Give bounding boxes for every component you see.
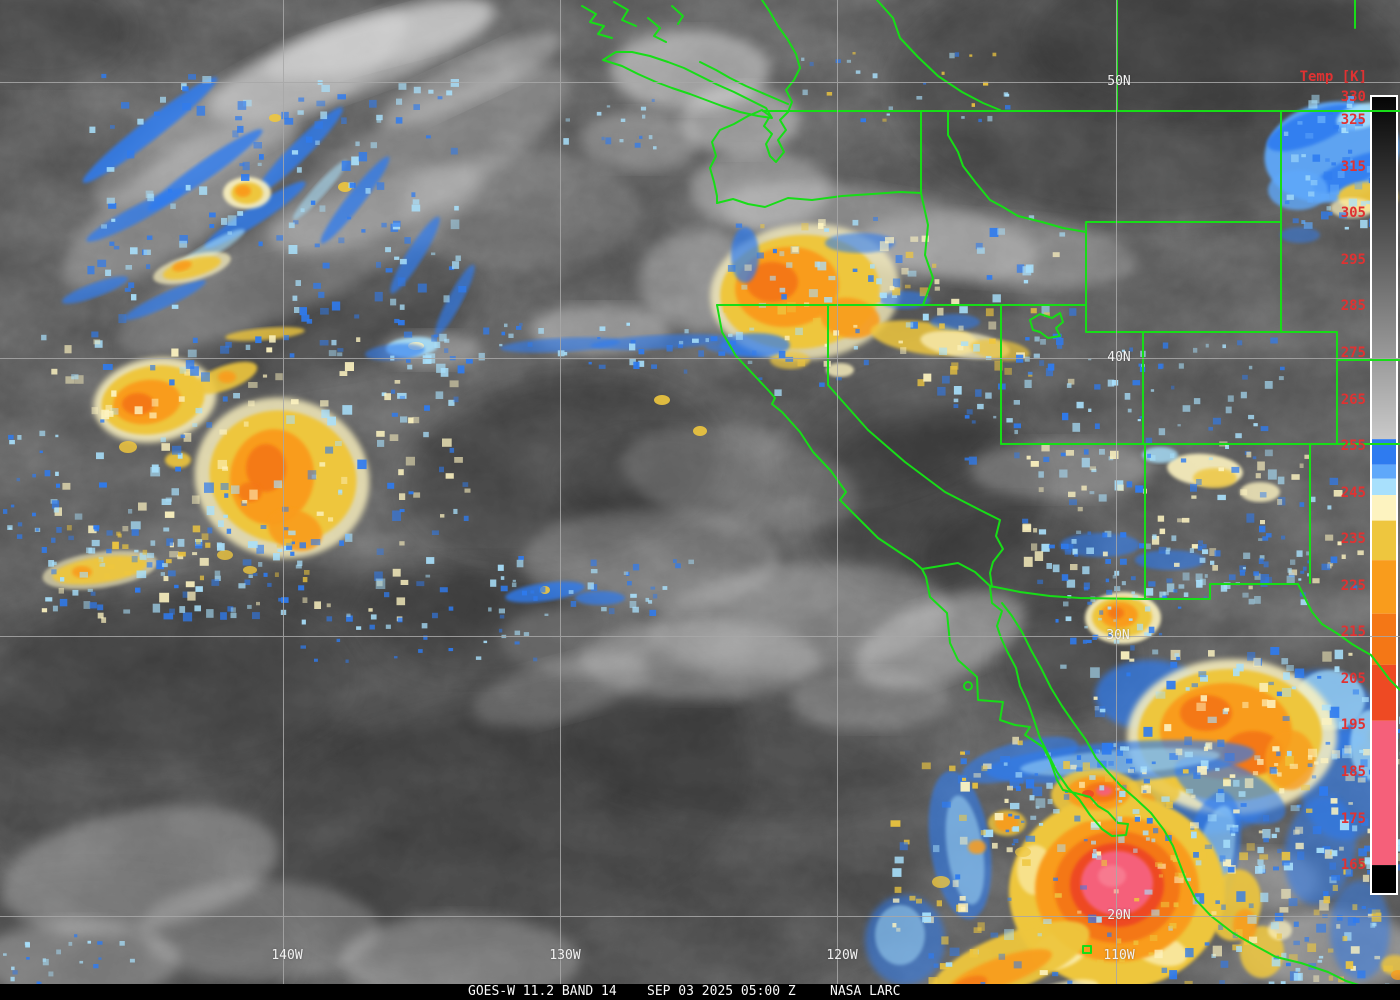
bc-alberta-border — [876, 0, 1001, 111]
scale-tick-label: 195 — [1340, 717, 1366, 734]
scale-tick-label: 165 — [1340, 857, 1366, 874]
caption-instrument: GOES-W 11.2 BAND 14 — [468, 984, 617, 999]
scale-tick-label: 325 — [1340, 112, 1366, 129]
scale-tick-label: 315 — [1340, 158, 1366, 175]
yellowstone-outline — [1029, 312, 1064, 339]
lat-label-30n: 30N — [1106, 628, 1130, 643]
scale-title: Temp [K] — [1299, 69, 1367, 85]
lon-label-120w: 120W — [826, 948, 858, 963]
lat-label-50n: 50N — [1107, 74, 1131, 89]
puget-sound — [761, 109, 789, 163]
scale-tick-label: 245 — [1340, 484, 1366, 501]
id-mt-border — [947, 110, 1087, 233]
scale-tick-label: 285 — [1340, 298, 1366, 315]
caption-credit: NASA LARC — [830, 984, 901, 999]
bc-mainland-coast — [761, 0, 801, 113]
wyoming-border — [1085, 221, 1338, 333]
scale-tick-label: 305 — [1340, 205, 1366, 222]
cedros-island — [963, 681, 973, 691]
caption-bar: GOES-W 11.2 BAND 14 SEP 03 2025 05:00 Z … — [0, 984, 1400, 1000]
california-coast — [716, 304, 923, 570]
nm-mexico-border — [1144, 583, 1299, 600]
baja-california-outline — [921, 568, 1129, 837]
lon-label-110w: 110W — [1103, 948, 1135, 963]
olympic-peninsula-coast — [709, 109, 763, 204]
ca-nv-border — [827, 304, 1004, 588]
colorado-border — [1142, 331, 1338, 445]
scale-tick-label: 295 — [1340, 251, 1366, 268]
caption-datetime: SEP 03 2025 05:00 Z — [647, 984, 796, 999]
scale-tick-label: 185 — [1340, 763, 1366, 780]
scale-tick-label: 215 — [1340, 624, 1366, 641]
lon-label-130w: 130W — [549, 948, 581, 963]
lat-label-20n: 20N — [1107, 908, 1131, 923]
or-id-border — [920, 192, 934, 306]
scale-tick-label: 330 — [1340, 89, 1366, 105]
islas-marias — [1082, 945, 1092, 954]
scale-tick-label: 175 — [1340, 810, 1366, 827]
map-outline-layer — [581, 0, 1400, 984]
scale-tick-label: 235 — [1340, 531, 1366, 548]
cloud-speckle-layer — [3, 52, 1400, 984]
temperature-color-scale-bar — [1370, 95, 1398, 895]
strait-of-georgia — [699, 61, 789, 105]
bc-coast-fjords — [581, 1, 684, 43]
rio-grande — [1297, 583, 1400, 691]
lon-label-140w: 140W — [271, 948, 303, 963]
lat-label-40n: 40N — [1107, 350, 1131, 365]
scale-tick-label: 225 — [1340, 577, 1366, 594]
scale-tick-label: 255 — [1340, 438, 1366, 455]
us-mexico-border — [921, 562, 1146, 600]
scale-tick-label: 275 — [1340, 345, 1366, 362]
scale-tick-label: 205 — [1340, 670, 1366, 687]
vancouver-island — [602, 51, 773, 119]
wa-or-border — [716, 191, 922, 208]
mexico-mainland-coast — [1001, 602, 1359, 984]
scale-tick-label: 265 — [1340, 391, 1366, 408]
